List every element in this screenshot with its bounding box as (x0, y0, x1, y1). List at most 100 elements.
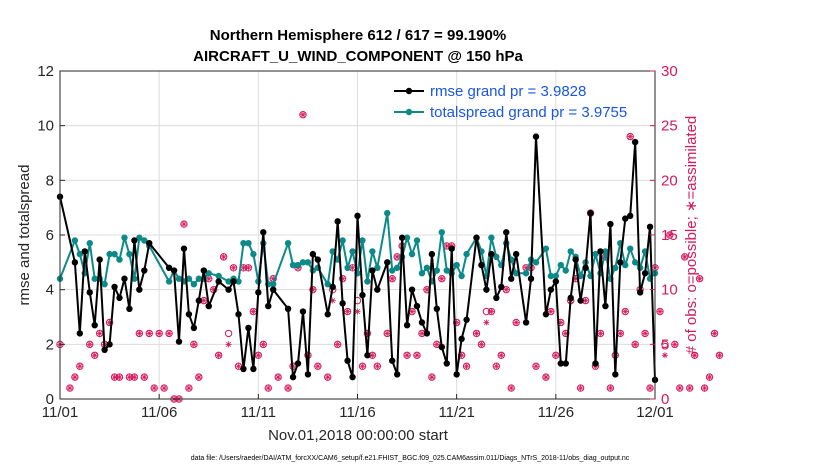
totalspread-point (215, 272, 222, 280)
obs-possible-marker (234, 362, 243, 370)
obs-assimilated-marker (190, 341, 197, 348)
y-tick-label: 12 (37, 63, 54, 80)
rmse-point (255, 289, 262, 296)
totalspread-point (71, 237, 79, 244)
x-tick-label: 11/26 (538, 404, 574, 421)
y-tick-label: 2 (46, 336, 54, 353)
rmse-point (76, 330, 84, 337)
y-tick-label: 6 (46, 227, 54, 244)
obs-assimilated-marker (661, 352, 668, 359)
obs-assimilated-marker (71, 374, 78, 381)
rmse-point (324, 311, 331, 318)
obs-possible-marker (66, 384, 74, 392)
totalspread-point (493, 253, 500, 261)
obs-assimilated-stroke (315, 363, 321, 369)
obs-assimilated-marker (116, 374, 123, 381)
obs-assimilated-stroke (369, 352, 375, 358)
totalspread-point (567, 248, 574, 255)
obs-possible-marker (695, 275, 704, 283)
totalspread-point (364, 278, 371, 285)
totalspread-point (413, 237, 421, 244)
rmse-point (567, 294, 574, 302)
obs-assimilated-stroke (642, 330, 648, 336)
totalspread-point (190, 281, 198, 288)
obs-assimilated-stroke (374, 363, 380, 369)
obs-assimilated-marker (230, 264, 237, 271)
obs-assimilated-marker (265, 385, 272, 392)
rmse-point (81, 248, 88, 255)
rmse-point (398, 234, 406, 241)
obs-assimilated-stroke (488, 309, 494, 315)
totalspread-point (408, 250, 416, 258)
obs-possible-marker (606, 384, 615, 392)
obs-possible-marker (452, 318, 461, 327)
obs-assimilated-stroke (260, 341, 266, 347)
rmse-point (170, 267, 178, 274)
rmse-point (205, 302, 212, 310)
obs-possible-marker (150, 384, 158, 392)
obs-assimilated-stroke (136, 330, 142, 336)
ticks: 11/01 11/06 11/11 11/16 11/21 11/26 12/0102468… (37, 63, 677, 421)
x-tick-label: 11/21 (438, 404, 474, 421)
obs-assimilated-marker (299, 111, 306, 118)
obs-assimilated-marker (632, 341, 639, 348)
totalspread-point (433, 267, 441, 274)
obs-assimilated-stroke (647, 385, 653, 391)
obs-assimilated-stroke (216, 352, 222, 358)
obs-assimilated-stroke (186, 385, 192, 391)
obs-assimilated-marker (508, 385, 515, 392)
obs-assimilated-stroke (667, 232, 673, 238)
rmse-point (612, 371, 619, 378)
obs-possible-marker (324, 373, 332, 381)
rmse-point (503, 229, 510, 236)
obs-assimilated-marker (76, 363, 83, 370)
rmse-point (165, 264, 173, 271)
legend-label-rmse: rmse grand pr = 3.9828 (430, 83, 586, 100)
y-right-tick-label: 5 (661, 336, 669, 353)
rmse-point (116, 294, 123, 302)
rmse-point (473, 234, 480, 241)
obs-possible-marker (492, 362, 501, 370)
rmse-point (265, 302, 272, 310)
rmse-point (250, 365, 257, 373)
obs-possible-marker (671, 340, 679, 349)
rmse-point (478, 261, 485, 269)
rmse-point (597, 248, 604, 255)
rmse-point (364, 352, 371, 359)
obs-possible-marker (76, 362, 84, 370)
totalspread-point (126, 250, 133, 258)
totalspread-point (324, 281, 331, 288)
obs-possible-marker (224, 329, 233, 338)
obs-assimilated-marker (314, 363, 321, 370)
obs-assimilated-stroke (702, 385, 708, 391)
obs-assimilated-stroke (712, 330, 717, 336)
rmse-point (458, 335, 465, 343)
obs-assimilated-marker (324, 374, 331, 381)
rmse-point (636, 289, 644, 296)
obs-assimilated-stroke (394, 254, 400, 260)
obs-assimilated-marker (374, 363, 381, 370)
rmse-point (299, 308, 307, 315)
rmse-point (190, 324, 198, 332)
obs-possible-marker (641, 329, 649, 338)
obs-possible-marker (438, 275, 446, 283)
rmse-point (121, 275, 128, 282)
rmse-point (607, 220, 614, 228)
obs-possible-marker (676, 384, 684, 392)
totalspread-point (631, 259, 639, 266)
obs-possible-marker (686, 384, 694, 392)
totalspread-point (453, 261, 460, 269)
obs-assimilated-stroke (231, 265, 237, 271)
rmse-point (106, 341, 113, 348)
obs-possible-marker (656, 307, 664, 316)
rmse-point (384, 259, 391, 266)
obs-assimilated-marker (493, 363, 500, 370)
obs-assimilated-stroke (166, 330, 172, 336)
rmse-point (577, 297, 584, 304)
totalspread-point (542, 245, 550, 252)
obs-possible-marker (631, 340, 639, 349)
rmse-point (339, 300, 346, 307)
obs-assimilated-marker (275, 374, 282, 381)
obs-assimilated-stroke (181, 221, 187, 227)
